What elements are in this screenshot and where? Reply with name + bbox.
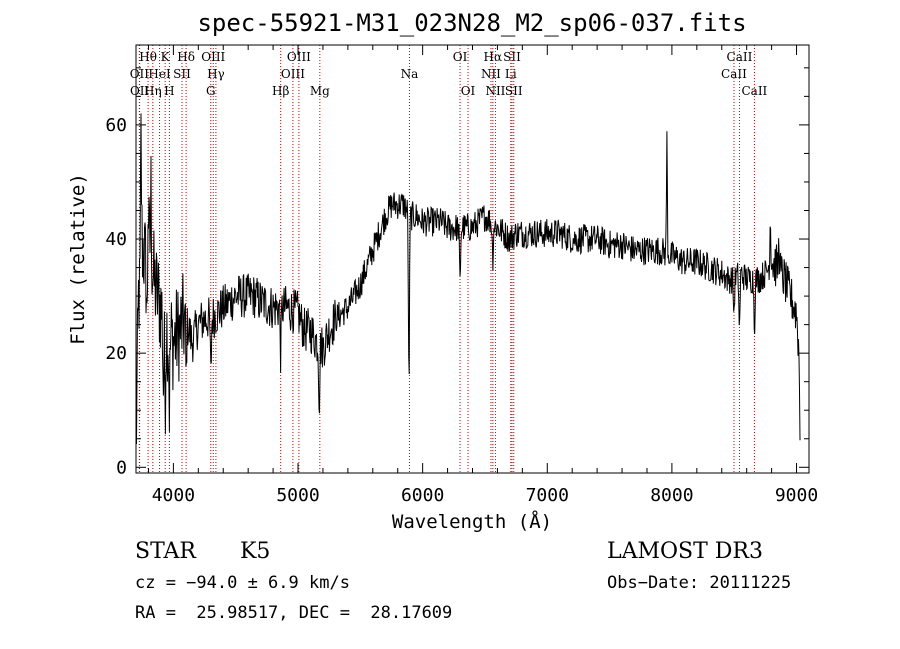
line-marker-label-23: Li <box>505 67 517 81</box>
object-subclass: K5 <box>240 539 271 564</box>
line-marker-label-7: SII <box>173 67 191 81</box>
x-tick-label-6000: 6000 <box>401 485 444 506</box>
y-tick-label-20: 20 <box>105 343 127 364</box>
x-tick-label-7000: 7000 <box>526 485 569 506</box>
line-marker-label-25: CaII <box>721 67 747 81</box>
x-tick-label-5000: 5000 <box>276 485 319 506</box>
line-marker-label-13: OIII <box>281 67 305 81</box>
y-axis-label: Flux (relative) <box>67 173 89 345</box>
x-tick-label-9000: 9000 <box>775 485 818 506</box>
line-marker-label-11: Hγ <box>207 67 225 81</box>
line-marker-label-12: Hβ <box>272 84 289 98</box>
sky-coordinates: RA = 25.98517, DEC = 28.17609 <box>135 603 453 623</box>
line-marker-label-22: SII <box>503 50 521 64</box>
line-marker-label-1: OII <box>130 84 150 98</box>
line-marker-label-10: OIII <box>201 50 225 64</box>
x-axis-label: Wavelength (Å) <box>392 510 552 533</box>
line-marker-label-18: OI <box>461 84 476 98</box>
y-tick-label-0: 0 <box>116 457 127 478</box>
line-marker-label-16: Na <box>401 67 419 81</box>
line-marker-label-2: Hθ <box>139 50 157 64</box>
line-marker-label-0: OII <box>130 67 150 81</box>
line-marker-label-21: NII <box>485 84 505 98</box>
y-tick-label-40: 40 <box>105 229 127 250</box>
line-marker-label-20: Hα <box>484 50 503 64</box>
line-marker-label-14: OIII <box>287 50 311 64</box>
redshift-velocity: cz = −94.0 ± 6.9 km/s <box>135 573 350 593</box>
line-marker-label-15: Mg <box>310 84 330 98</box>
line-marker-label-8: Hδ <box>177 50 195 64</box>
x-tick-label-8000: 8000 <box>650 485 693 506</box>
object-class: STAR <box>135 539 196 564</box>
line-marker-label-27: CaII <box>741 84 767 98</box>
survey-release: LAMOST DR3 <box>607 539 763 564</box>
chart-title: spec-55921-M31_023N28_M2_sp06-037.fits <box>197 9 746 37</box>
axis-ticks: 4000 5000 6000 7000 8000 9000 0 20 40 60 <box>105 45 818 506</box>
line-marker-label-3: Hη <box>144 84 162 98</box>
spectrum-line <box>135 113 801 445</box>
line-marker-label-4: HeI <box>148 67 171 81</box>
line-marker-label-24: SII <box>505 84 523 98</box>
y-tick-label-60: 60 <box>105 115 127 136</box>
line-marker-label-17: OI <box>453 50 468 64</box>
x-tick-label-4000: 4000 <box>152 485 195 506</box>
line-marker-label-26: CaII <box>727 50 753 64</box>
line-marker-label-6: H <box>164 84 174 98</box>
line-marker-label-19: NII <box>481 67 501 81</box>
spectrum-series <box>135 113 801 445</box>
line-marker-label-5: K <box>161 50 171 64</box>
line-marker-label-9: G <box>206 84 216 98</box>
observation-date: Obs−Date: 20111225 <box>607 573 792 593</box>
